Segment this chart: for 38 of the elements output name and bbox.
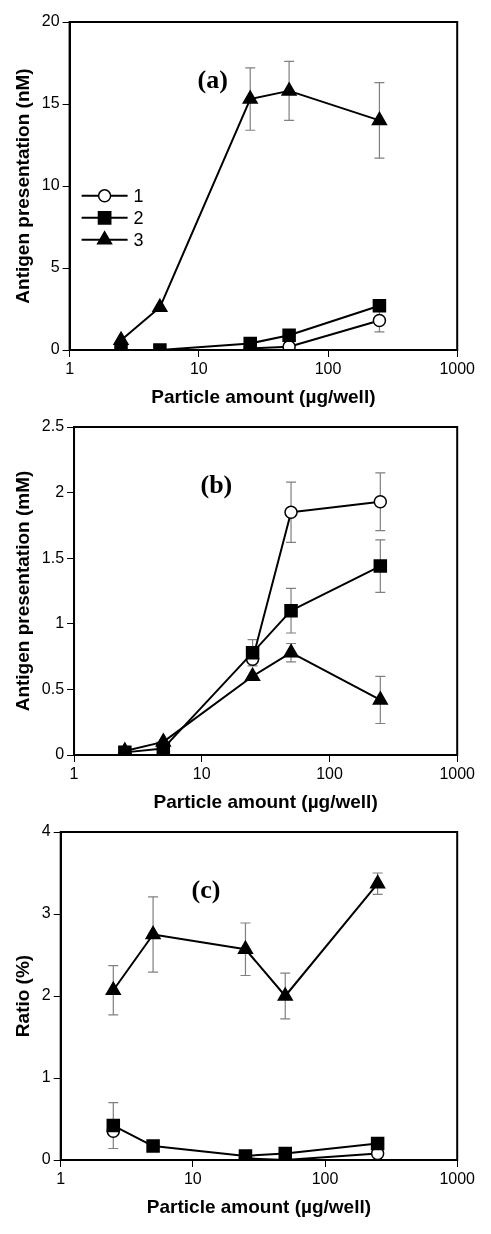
x-tick-label: 100 [316,765,343,783]
y-tick-label: 15 [41,94,60,112]
x-axis-title: Particle amount (µg/well) [153,790,378,812]
y-tick-label: 10 [41,176,60,194]
y-axis-title: Ratio (%) [11,954,33,1038]
x-tick-label: 1000 [439,360,476,378]
x-tick-label: 1000 [439,1170,476,1188]
annotation: (a) [197,64,228,94]
y-axis-title: Antigen presentation (nM) [11,68,33,304]
y-tick-label: 1 [55,614,65,632]
y-tick-label: 2.5 [41,417,65,435]
y-axis-title: Antigen presentation (mM) [11,470,33,712]
annotation: (c) [191,874,221,904]
y-tick-label: 20 [41,12,60,30]
x-tick-label: 100 [314,360,342,378]
x-tick-label: 10 [183,1170,202,1188]
x-tick-label: 10 [189,360,208,378]
legend-label: 2 [133,207,144,228]
x-tick-label: 1 [69,765,79,783]
y-tick-label: 2 [55,483,65,501]
y-tick-label: 1 [41,1068,51,1086]
y-tick-label: 0.5 [41,679,65,697]
y-tick-label: 0 [55,745,65,763]
x-tick-label: 100 [311,1170,339,1188]
legend-label: 1 [133,185,144,206]
x-axis-title: Particle amount (µg/well) [146,1195,372,1217]
y-tick-label: 0 [50,340,60,358]
y-tick-label: 2 [41,986,51,1004]
y-tick-label: 5 [50,258,60,276]
x-tick-label: 1000 [439,765,476,783]
y-tick-label: 3 [41,904,51,922]
x-axis-title: Particle amount (µg/well) [151,385,376,407]
y-tick-label: 1.5 [41,548,65,566]
y-tick-label: 4 [41,822,51,840]
annotation: (b) [200,469,233,499]
legend-label: 3 [133,229,144,250]
y-tick-label: 0 [41,1150,51,1168]
x-tick-label: 10 [192,765,211,783]
